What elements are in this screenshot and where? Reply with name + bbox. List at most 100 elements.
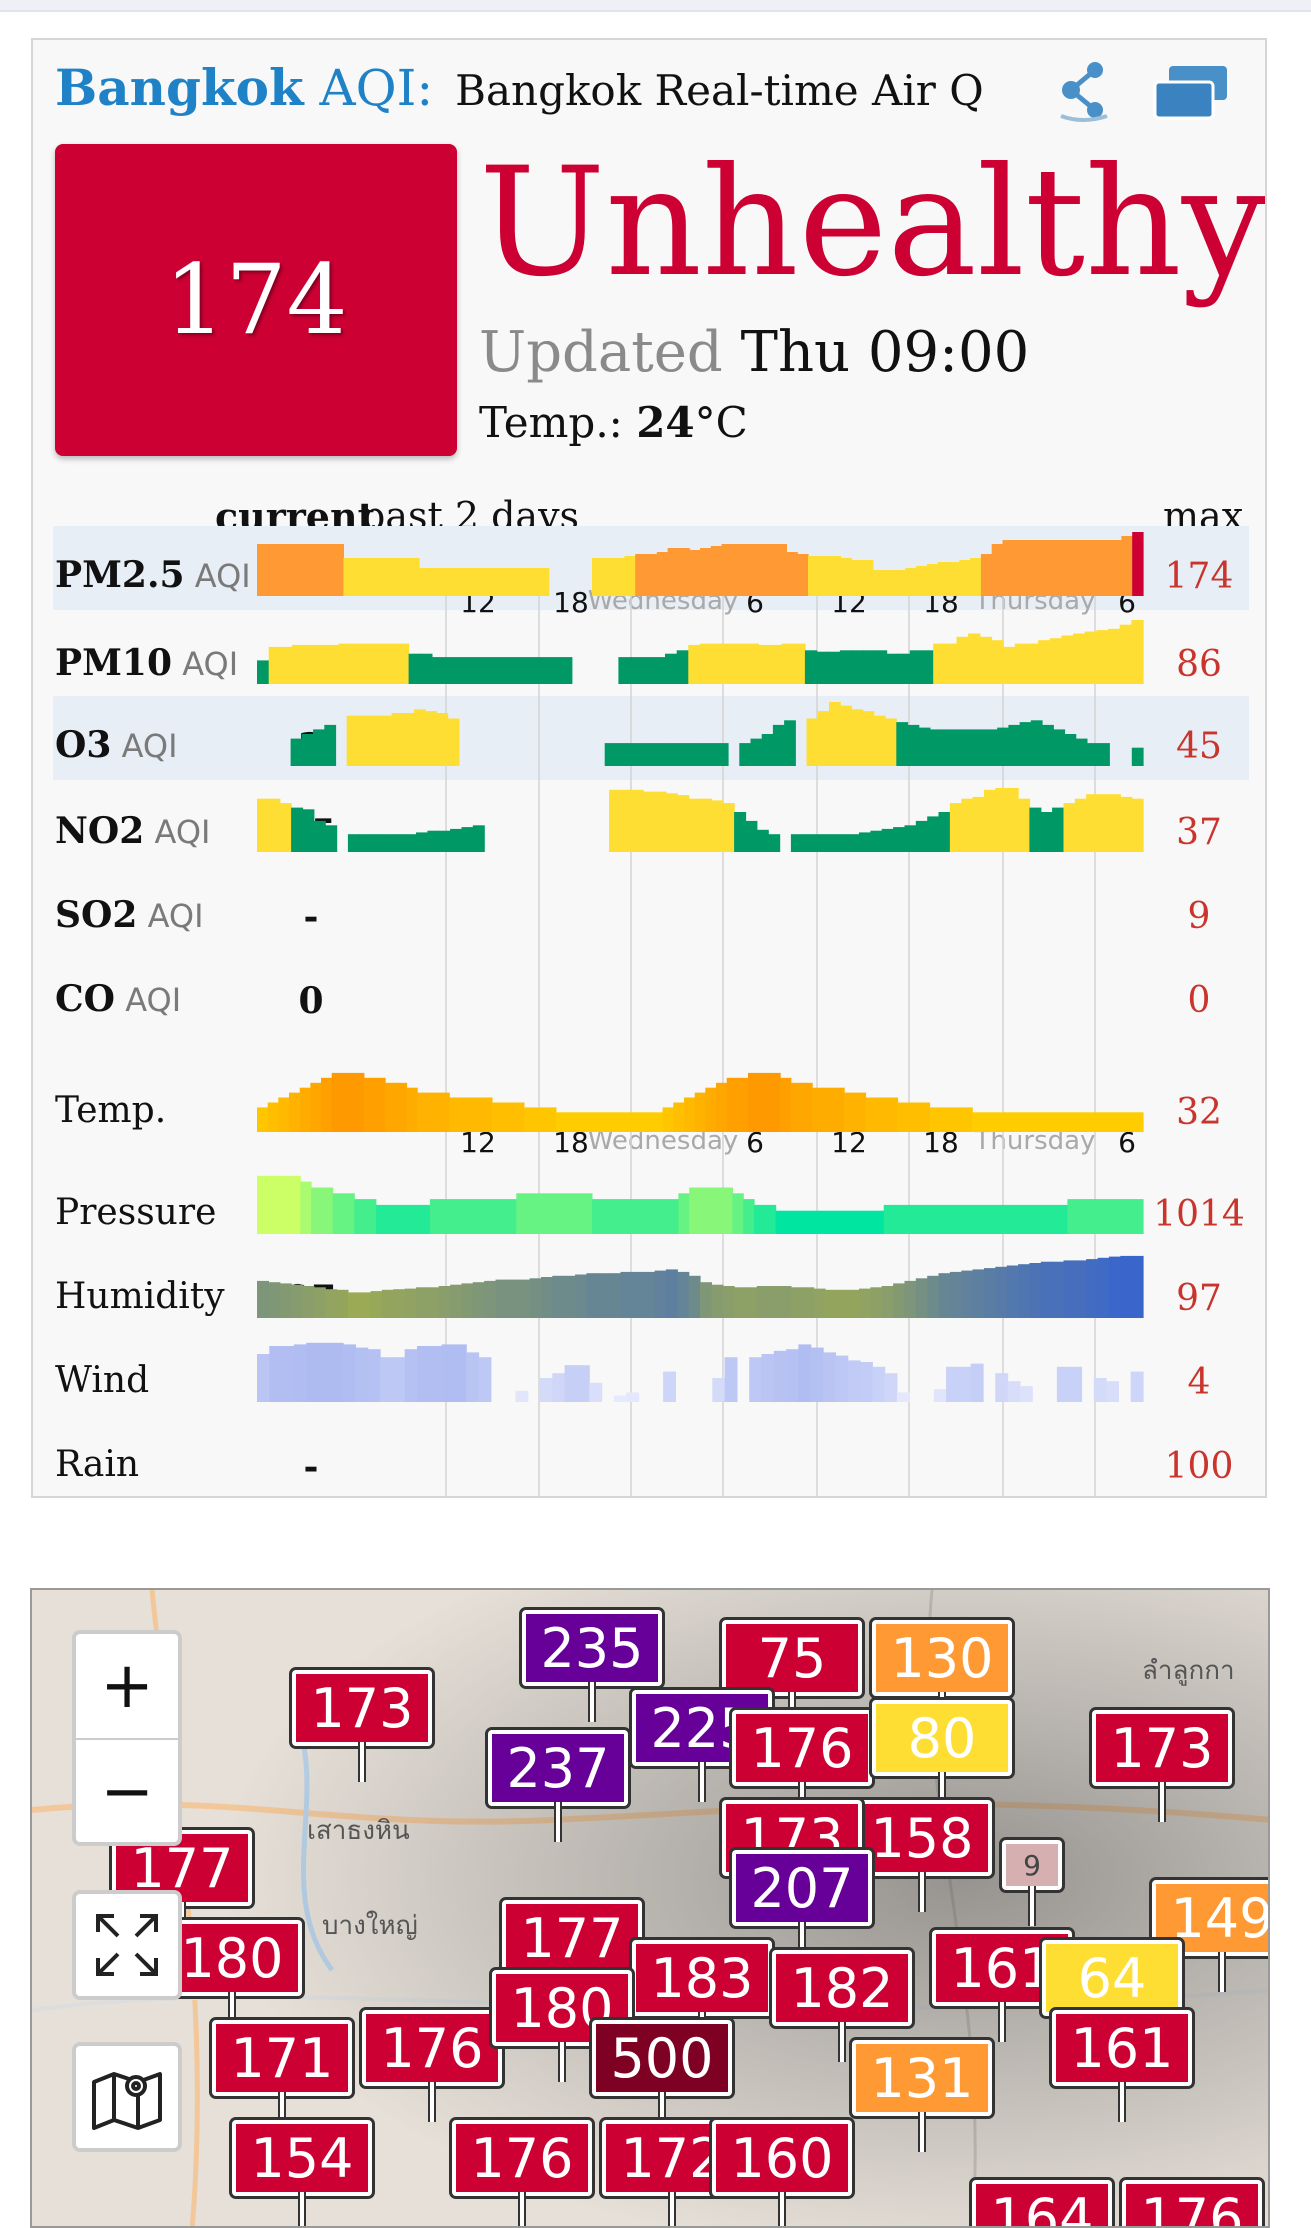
chart-bar <box>331 1072 343 1132</box>
copy-icon[interactable] <box>1151 62 1231 122</box>
chart-bar <box>860 1362 873 1402</box>
chart-bar <box>1089 540 1101 596</box>
chart-bar <box>656 1199 669 1234</box>
station-marker[interactable]: 173 <box>292 1670 432 1782</box>
chart-bar <box>292 644 305 684</box>
chart-bar <box>1046 1112 1059 1132</box>
chart-bar <box>840 1210 852 1234</box>
chart-bar <box>956 636 969 684</box>
chart-bar <box>909 650 923 684</box>
station-marker[interactable]: 500 <box>592 2020 732 2132</box>
chart-bar <box>1074 1260 1087 1318</box>
station-marker[interactable]: 164 <box>972 2180 1112 2226</box>
chart-bar <box>1079 1112 1091 1132</box>
chart-bar <box>483 1199 496 1234</box>
chart-bar <box>330 1342 344 1402</box>
chart-bar <box>1040 1261 1053 1318</box>
chart-bar <box>1096 630 1109 684</box>
fullscreen-button[interactable] <box>72 1890 182 2000</box>
chart-bar <box>453 1344 467 1402</box>
chart-bar <box>710 1187 723 1234</box>
chart-bar <box>459 1097 472 1132</box>
chart-bar <box>318 1342 332 1402</box>
chart-bar <box>847 1289 860 1318</box>
station-marker[interactable]: 207 <box>732 1850 872 1962</box>
station-marker[interactable]: 158 <box>852 1800 992 1912</box>
chart-bar <box>781 643 794 684</box>
station-marker[interactable]: 225 <box>632 1690 772 1802</box>
station-marker[interactable]: 235 <box>522 1610 662 1722</box>
station-marker[interactable]: 130 <box>872 1620 1012 1732</box>
chart-bar <box>268 646 281 684</box>
chart-bar <box>938 1273 951 1318</box>
chart-bar <box>946 1366 959 1402</box>
station-marker[interactable]: 149 <box>1152 1880 1268 1992</box>
station-marker[interactable]: 161 <box>1052 2010 1192 2122</box>
layers-button[interactable] <box>72 2042 182 2152</box>
station-marker[interactable]: 183 <box>632 1940 772 2052</box>
station-marker[interactable]: 171 <box>212 2020 352 2132</box>
chart-bar <box>441 1344 455 1402</box>
station-marker[interactable]: 182 <box>772 1950 912 2062</box>
chart-bar <box>847 834 860 852</box>
chart-bar <box>462 1199 474 1234</box>
chart-bar <box>624 1199 636 1234</box>
chart-bar <box>461 1283 474 1318</box>
chart-bar <box>756 1286 769 1318</box>
chart-bar <box>427 1287 440 1318</box>
chart-bar <box>1052 1261 1065 1318</box>
chart-bar <box>970 1363 984 1402</box>
station-marker[interactable]: 160 <box>712 2120 852 2226</box>
station-marker[interactable]: 180 <box>162 1920 302 2032</box>
chart-bar <box>1063 803 1076 852</box>
chart-bar <box>393 1289 406 1318</box>
chart-bar <box>1045 540 1058 596</box>
station-marker[interactable]: 80 <box>872 1700 1012 1812</box>
station-marker[interactable]: 9 <box>1002 1840 1062 1926</box>
row-name-label: Humidity <box>55 1276 225 1317</box>
chart-bar <box>359 834 372 852</box>
chart-bar <box>986 729 998 766</box>
chart-bar <box>995 1373 1009 1402</box>
chart-bar <box>301 734 314 766</box>
chart-bar <box>933 643 946 684</box>
zoom-out-button[interactable]: − <box>76 1738 178 1844</box>
chart-bar <box>455 657 468 684</box>
chart-bar <box>1025 1112 1037 1132</box>
chart-bar <box>516 1193 528 1234</box>
zoom-in-button[interactable]: + <box>100 1649 154 1723</box>
chart-bar <box>694 1092 706 1132</box>
station-marker[interactable]: 64 <box>1042 1940 1182 2052</box>
chart-bar <box>1014 643 1028 684</box>
title-city[interactable]: Bangkok <box>55 58 304 117</box>
station-marker[interactable]: 180 <box>492 1970 632 2082</box>
chart-bar <box>1100 1112 1112 1132</box>
chart-bar <box>440 1199 453 1234</box>
station-marker[interactable]: 75 <box>722 1620 862 1732</box>
chart-bar <box>769 1072 781 1132</box>
chart-bar <box>1086 1259 1099 1318</box>
station-map[interactable]: เสาธงหิน บางใหญ่ ลำลูกกา 173 235 75 130 225 237… <box>30 1588 1270 2228</box>
chart-bar <box>268 1282 281 1318</box>
chart-bar <box>602 1199 615 1234</box>
chart-bar <box>635 1199 647 1234</box>
chart-bar <box>949 1271 962 1318</box>
chart-bar <box>854 1092 867 1132</box>
chart-bar <box>1024 1204 1036 1234</box>
station-marker[interactable]: 237 <box>488 1730 628 1842</box>
station-marker[interactable]: 176 <box>362 2010 502 2122</box>
chart-bar <box>357 715 370 766</box>
station-marker[interactable]: 173 <box>1092 1710 1232 1822</box>
chart-bar <box>431 657 445 684</box>
share-icon[interactable] <box>1053 58 1113 122</box>
station-marker[interactable]: 154 <box>232 2120 372 2226</box>
station-marker[interactable]: 177 <box>502 1900 642 2012</box>
station-marker[interactable]: 131 <box>852 2040 992 2152</box>
chart-bar <box>968 633 981 684</box>
station-marker[interactable]: 176 <box>732 1710 872 1822</box>
chart-bar <box>991 544 1004 596</box>
chart-bar <box>808 556 820 596</box>
chart-bar <box>325 825 338 852</box>
station-marker[interactable]: 176 <box>452 2120 592 2226</box>
station-marker[interactable]: 176 <box>1122 2180 1262 2226</box>
